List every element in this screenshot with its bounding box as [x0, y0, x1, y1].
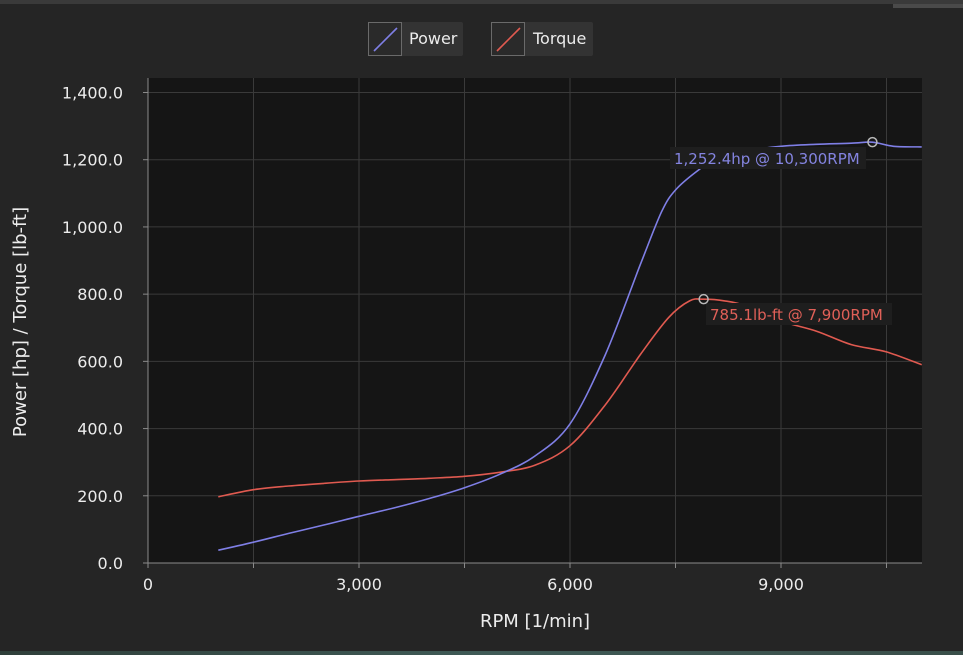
series-line-power — [218, 141, 922, 551]
y-tick-label: 400.0 — [77, 420, 123, 439]
annotation-label-torque: 785.1lb-ft @ 7,900RPM — [710, 306, 883, 324]
annotation-box-torque — [706, 303, 892, 325]
x-tick-label: 0 — [143, 575, 153, 594]
peak-marker-torque[interactable] — [698, 293, 709, 305]
y-tick-label: 1,000.0 — [62, 218, 123, 237]
annotation-box-power — [670, 147, 866, 169]
x-tick-label: 9,000 — [758, 575, 804, 594]
x-tick-label: 6,000 — [547, 575, 593, 594]
y-tick-label: 1,200.0 — [62, 151, 123, 170]
y-tick-label: 800.0 — [77, 285, 123, 304]
window-bottom-edge — [0, 651, 963, 655]
y-tick-label: 600.0 — [77, 352, 123, 371]
legend-item-torque[interactable]: Torque — [491, 22, 593, 56]
annotation-label-power: 1,252.4hp @ 10,300RPM — [674, 150, 860, 168]
x-tick-label: 3,000 — [336, 575, 382, 594]
power-line-icon — [368, 22, 402, 56]
y-tick-label: 1,400.0 — [62, 84, 123, 103]
y-tick-label: 200.0 — [77, 487, 123, 506]
peak-marker-power[interactable] — [867, 136, 878, 148]
legend-item-power[interactable]: Power — [368, 22, 463, 56]
y-tick-label: 0.0 — [98, 554, 123, 573]
x-axis-title: RPM [1/min] — [480, 611, 590, 632]
y-axis-title: Power [hp] / Torque [lb-ft] — [10, 207, 31, 437]
window-top-edge — [893, 4, 963, 8]
torque-line-icon — [491, 22, 525, 56]
legend-label-torque: Torque — [533, 29, 587, 48]
legend-label-power: Power — [409, 29, 458, 48]
